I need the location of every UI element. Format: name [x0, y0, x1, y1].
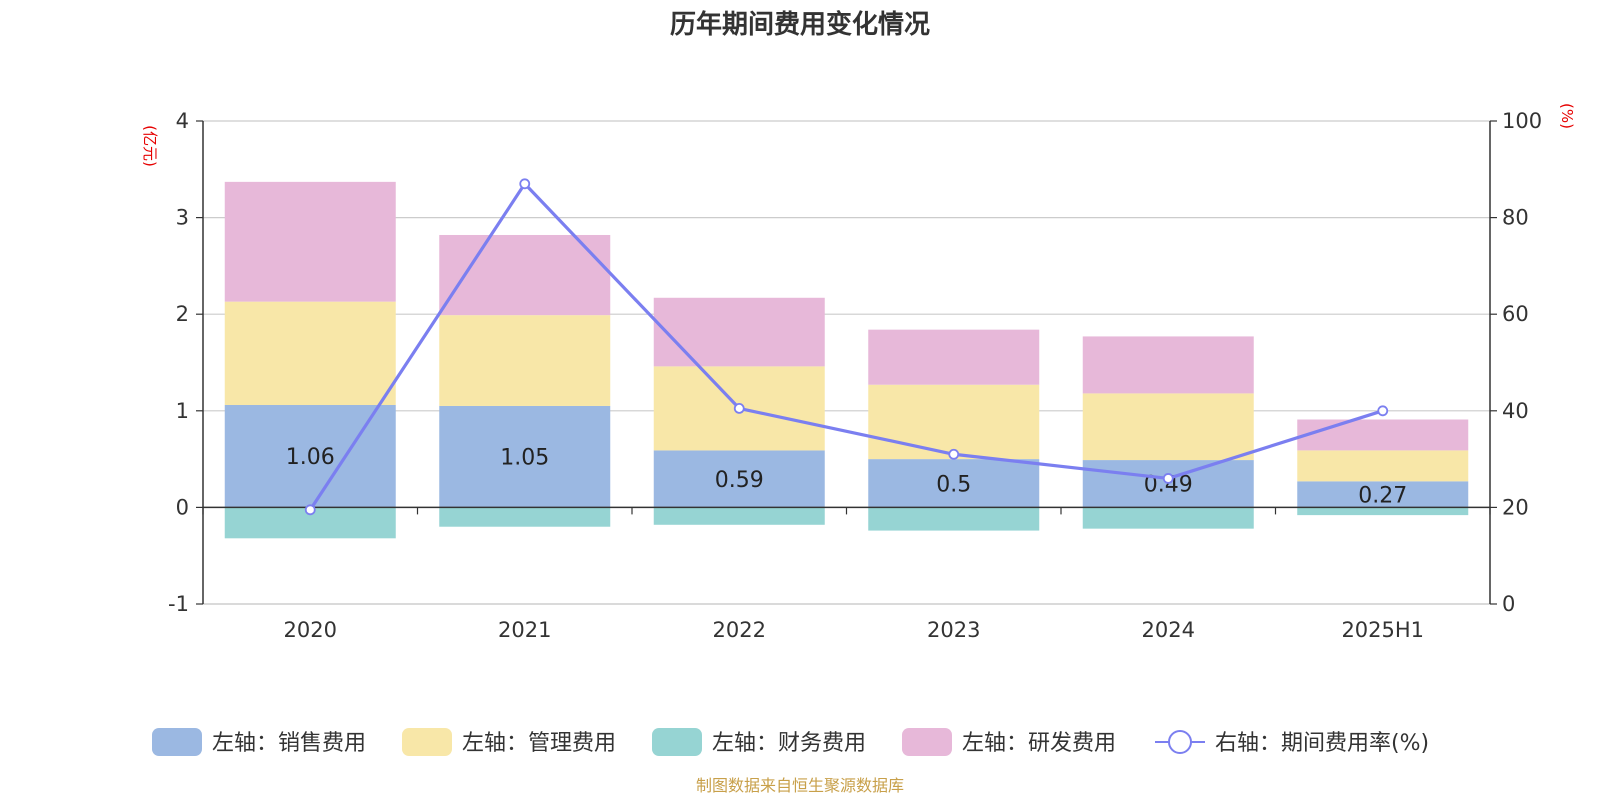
left-axis-tick-label: -1 [168, 592, 189, 616]
source-note: 制图数据来自恒生聚源数据库 [696, 776, 904, 795]
legend-label: 右轴：期间费用率(%) [1215, 731, 1429, 756]
legend-swatch [152, 728, 202, 756]
x-axis-tick-label: 2021 [498, 618, 551, 642]
bar [1297, 481, 1469, 508]
x-axis-tick-label: 2020 [284, 618, 337, 642]
bar [868, 507, 1040, 531]
bar [868, 329, 1040, 385]
bar [1082, 336, 1254, 394]
left-axis-tick-label: 2 [176, 302, 189, 326]
legend-marker [1168, 730, 1192, 754]
left-axis-unit: (亿元) [141, 125, 159, 167]
legend-label: 左轴：研发费用 [962, 731, 1116, 756]
data-label: 1.06 [286, 445, 335, 470]
x-axis-tick-label: 2024 [1142, 618, 1195, 642]
bar [653, 507, 825, 525]
line-point [1377, 405, 1389, 417]
line-series [304, 178, 1389, 516]
bar [1297, 507, 1469, 516]
legend: 左轴：销售费用 左轴：管理费用 左轴：财务费用 左轴：研发费用 右轴：期间费用率(%) [152, 728, 1429, 756]
line-point [1162, 473, 1174, 484]
right-axis-tick-label: 60 [1502, 302, 1529, 326]
data-label-group: 1.06 1.050.59 0.5 0.49 0.27 [286, 445, 1407, 508]
bar [439, 405, 611, 508]
bar [439, 315, 611, 406]
legend-label: 左轴：财务费用 [712, 731, 866, 756]
data-label: 0.5 [936, 472, 971, 497]
x-axis-tick-label: 2023 [927, 618, 980, 642]
data-label: 1.05 [500, 446, 549, 471]
bar [1297, 419, 1469, 451]
data-label: 0.27 [1358, 483, 1407, 508]
legend-label: 左轴：管理费用 [462, 731, 616, 756]
data-label: 0.59 [715, 468, 764, 493]
bar [439, 234, 611, 316]
grid-lines [203, 120, 1490, 605]
legend-swatch [652, 728, 702, 756]
x-axis-tick-label: 2022 [713, 618, 766, 642]
bar [1082, 507, 1254, 529]
line-point [519, 178, 531, 190]
left-axis-tick-label: 1 [176, 399, 189, 423]
left-axis-tick-label: 0 [176, 495, 189, 519]
legend-swatch [402, 728, 452, 756]
legend-swatch [902, 728, 952, 756]
bar [224, 181, 396, 302]
bar-group [224, 181, 1469, 539]
right-axis-tick-label: 100 [1502, 109, 1542, 133]
legend-label: 左轴：销售费用 [212, 731, 366, 756]
line-point [304, 504, 316, 516]
bar [868, 384, 1040, 460]
left-axis-tick-label: 3 [176, 206, 189, 230]
right-axis-tick-label: 0 [1502, 592, 1515, 616]
chart-title: 历年期间费用变化情况 [670, 9, 930, 40]
x-axis-tick-label: 2025H1 [1341, 618, 1424, 642]
line-point [733, 402, 745, 414]
right-axis-tick-label: 20 [1502, 495, 1529, 519]
rate-line [308, 182, 1384, 511]
bar [653, 297, 825, 367]
left-axis-tick-label: 4 [176, 109, 189, 133]
bar [653, 450, 825, 508]
right-axis-unit: (%) [1558, 103, 1576, 129]
bar [224, 301, 396, 406]
bar [1297, 450, 1469, 482]
bar [868, 459, 1040, 508]
bar [1082, 393, 1254, 461]
bar [439, 507, 611, 527]
right-axis-tick-label: 80 [1502, 206, 1529, 230]
line-point [948, 448, 960, 460]
right-axis-tick-label: 40 [1502, 399, 1529, 423]
